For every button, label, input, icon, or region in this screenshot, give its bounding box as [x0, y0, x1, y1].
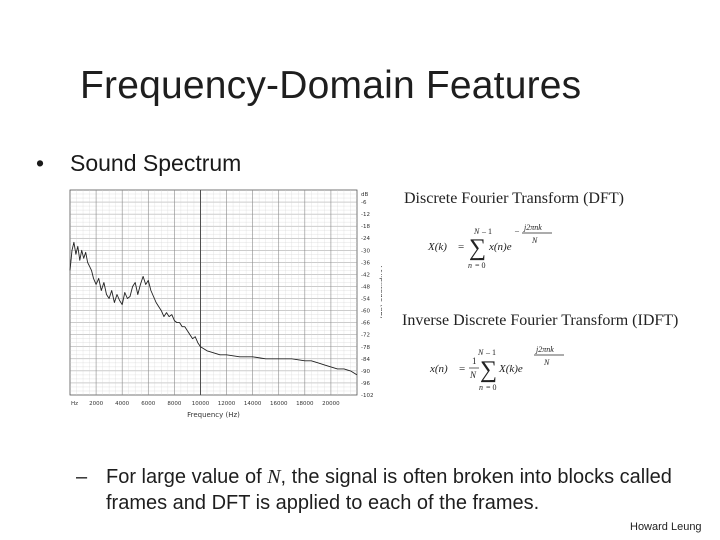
note-text: For large value of N, the signal is ofte… — [106, 464, 696, 516]
y-tick-label: -36 — [361, 260, 370, 266]
note-text-pre: For large value of — [106, 466, 268, 488]
dft-formula: X(k) = N – 1 ∑ n = 0 x(n)e – j2πnk N — [426, 218, 576, 274]
bullet-text: Sound Spectrum — [70, 150, 242, 176]
y-tick-label: dB — [361, 192, 368, 198]
svg-text:j2πnk: j2πnk — [523, 223, 542, 232]
y-axis-label: Amplitude (dB) — [379, 266, 382, 319]
svg-text:= 0: = 0 — [486, 383, 497, 392]
svg-text:N: N — [473, 227, 480, 236]
svg-text:∑: ∑ — [480, 357, 497, 383]
sound-spectrum-chart: Hz 2000 4000 6000 8000 10000 12000 14000 16000 18… — [62, 185, 382, 425]
y-tick-label: -30 — [361, 248, 370, 254]
bullet-symbol: • — [36, 150, 45, 176]
y-tick-label: -54 — [361, 297, 370, 303]
svg-text:n: n — [479, 383, 483, 392]
y-tick-label: -60 — [361, 309, 370, 315]
x-tick-label: 14000 — [244, 401, 262, 407]
x-tick-label: 10000 — [192, 401, 210, 407]
slide-title: Frequency-Domain Features — [80, 64, 582, 107]
x-tick-label: 8000 — [167, 401, 181, 407]
note-dash: – — [76, 466, 88, 488]
x-tick-label: 20000 — [322, 401, 340, 407]
y-tick-label: -78 — [361, 345, 370, 351]
y-tick-label: -12 — [361, 212, 370, 218]
x-tick-label: 18000 — [296, 401, 314, 407]
svg-text:– 1: – 1 — [485, 348, 496, 357]
note-variable: N — [267, 466, 281, 488]
svg-text:N: N — [543, 358, 550, 367]
svg-text:x(n): x(n) — [429, 363, 448, 375]
x-tick-label: 4000 — [115, 401, 129, 407]
svg-text:–: – — [514, 226, 520, 235]
dft-title: Discrete Fourier Transform (DFT) — [404, 190, 624, 207]
svg-text:= 0: = 0 — [475, 261, 486, 270]
svg-text:N: N — [477, 348, 484, 357]
y-tick-label: -102 — [361, 393, 373, 399]
y-tick-label: -18 — [361, 224, 370, 230]
y-tick-label: -6 — [361, 200, 367, 206]
y-tick-label: -66 — [361, 321, 370, 327]
bullet-sound-spectrum: • Sound Spectrum — [36, 150, 241, 177]
x-tick-label: 12000 — [218, 401, 236, 407]
x-tick-label: 2000 — [89, 401, 103, 407]
idft-title: Inverse Discrete Fourier Transform (IDFT… — [402, 312, 679, 329]
y-tick-label: -42 — [361, 272, 370, 278]
svg-text:1: 1 — [472, 356, 477, 366]
y-tick-label: -90 — [361, 369, 370, 375]
x-tick-label: Hz — [71, 401, 78, 407]
svg-text:x(n)e: x(n)e — [488, 241, 512, 253]
svg-text:N: N — [469, 370, 477, 380]
svg-text:=: = — [458, 241, 464, 253]
x-tick-label: 16000 — [270, 401, 288, 407]
y-tick-label: -24 — [361, 236, 370, 242]
svg-text:n: n — [468, 261, 472, 270]
x-axis-label: Frequency (Hz) — [187, 411, 240, 419]
svg-text:∑: ∑ — [469, 235, 486, 261]
y-tick-label: -72 — [361, 333, 370, 339]
svg-text:j2πnk: j2πnk — [535, 345, 554, 354]
y-tick-label: -84 — [361, 357, 370, 363]
idft-formula: x(n) = 1 N N – 1 ∑ n = 0 X(k)e j2πnk N — [428, 340, 578, 396]
y-tick-label: -48 — [361, 284, 370, 290]
svg-text:– 1: – 1 — [481, 227, 492, 236]
author-footer: Howard Leung — [630, 521, 702, 533]
svg-text:N: N — [531, 236, 538, 245]
svg-text:=: = — [459, 363, 465, 375]
x-tick-label: 6000 — [141, 401, 155, 407]
series-line-0 — [69, 241, 358, 376]
y-tick-label: -96 — [361, 381, 370, 387]
svg-text:X(k): X(k) — [427, 241, 447, 253]
spectrum-plot-svg: Hz 2000 4000 6000 8000 10000 12000 14000 16000 18… — [69, 189, 382, 419]
note-text-post: , the signal is often broken into blocks… — [106, 466, 672, 514]
svg-text:X(k)e: X(k)e — [498, 363, 523, 375]
